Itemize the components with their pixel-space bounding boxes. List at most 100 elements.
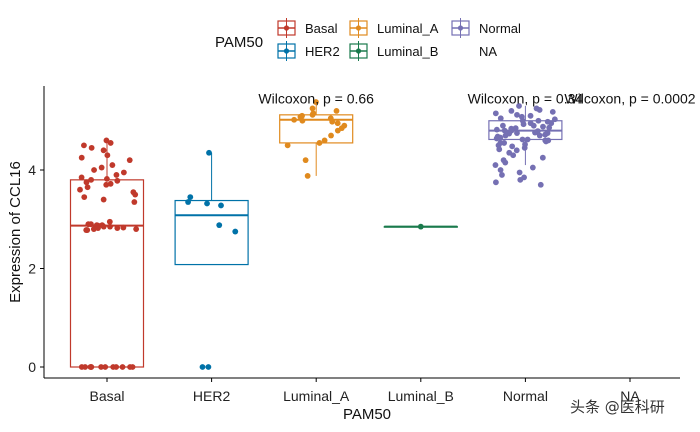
legend-key-point [283, 25, 290, 31]
annotation-wilcoxon: Wilcoxon, p = 0.0002 [564, 91, 695, 107]
data-point [536, 107, 543, 113]
data-point [510, 152, 517, 159]
annotation-wilcoxon: Wilcoxon, p = 0.34 [468, 91, 584, 107]
data-point [88, 221, 94, 228]
data-point [216, 222, 223, 229]
data-point [98, 164, 105, 171]
data-point [546, 124, 553, 131]
data-point [82, 364, 89, 370]
data-point [497, 140, 504, 146]
legend-label: Luminal_B [377, 44, 438, 59]
x-tick-label: Basal [89, 388, 124, 404]
data-point [539, 154, 546, 161]
data-point [83, 227, 90, 233]
annotation-wilcoxon: Wilcoxon, p = 0.66 [258, 91, 374, 107]
data-point [103, 181, 110, 188]
data-point [493, 126, 500, 133]
data-point [113, 172, 120, 178]
y-axis-title: Expression of CCL16 [7, 161, 24, 303]
data-point [204, 200, 210, 207]
data-point [107, 223, 113, 230]
data-point [501, 127, 508, 134]
data-point [514, 111, 520, 118]
y-tick-label: 0 [28, 359, 36, 375]
data-point [499, 172, 505, 178]
data-point [81, 194, 88, 200]
data-point [114, 177, 121, 184]
data-point [284, 142, 291, 149]
data-point [187, 194, 194, 200]
data-point [206, 149, 212, 156]
legend-key-point [355, 48, 362, 54]
data-point [417, 223, 424, 230]
data-point [232, 228, 239, 235]
data-point [103, 137, 110, 144]
data-point [334, 120, 341, 127]
data-point [113, 364, 120, 370]
legend-title: PAM50 [215, 34, 263, 51]
x-tick-label: Normal [503, 388, 548, 404]
data-point [493, 179, 499, 186]
data-point [302, 157, 309, 164]
points-normal [492, 103, 558, 188]
data-point [91, 167, 97, 173]
data-point [100, 196, 107, 203]
x-axis-title: PAM50 [343, 406, 391, 423]
data-point [532, 129, 538, 136]
data-point [100, 147, 107, 154]
data-point [107, 140, 114, 146]
data-point [114, 225, 121, 232]
legend-entry-her2: HER2 [277, 41, 340, 61]
data-point [516, 103, 522, 109]
data-point [548, 120, 555, 127]
data-point [512, 125, 519, 132]
box-body [279, 114, 354, 144]
data-point [309, 105, 316, 112]
legend-entry-na: NA [479, 44, 497, 59]
x-tick-label: Luminal_A [283, 388, 350, 404]
data-point [519, 136, 526, 143]
legend-entry-luminal-b: Luminal_B [349, 41, 438, 61]
data-point [131, 199, 138, 205]
data-point [132, 191, 139, 198]
data-point [84, 184, 91, 191]
legend-entry-normal: Normal [451, 18, 521, 38]
data-point [500, 122, 506, 129]
watermark: 头条 @医科研 [570, 398, 665, 416]
axes: 0 2 4 Basal HER2 Luminal_A Luminal_B Normal NA PA… [7, 86, 680, 423]
data-point [520, 121, 527, 128]
legend: PAM50 Basal HER2 Luminal_A Luminal_B Normal NA [215, 18, 521, 61]
data-point [109, 162, 116, 168]
x-tick-label: HER2 [193, 388, 231, 404]
data-point [100, 223, 107, 230]
x-tick-label: Luminal_B [388, 388, 454, 404]
data-point [304, 173, 311, 179]
data-point [205, 364, 212, 370]
data-point [299, 117, 306, 124]
data-point [529, 164, 536, 171]
data-point [333, 108, 340, 114]
data-point [545, 137, 552, 144]
data-point [329, 118, 336, 125]
data-point [77, 186, 83, 193]
legend-entry-basal: Basal [277, 18, 338, 38]
data-point [126, 157, 133, 164]
legend-key-point [355, 25, 362, 31]
data-point [513, 147, 520, 154]
data-point [81, 142, 87, 149]
y-tick-label: 4 [28, 162, 36, 178]
legend-label: NA [479, 44, 497, 59]
data-point [536, 132, 543, 139]
data-point [535, 117, 542, 124]
data-point [120, 169, 127, 176]
data-point [98, 364, 105, 370]
data-point [87, 364, 94, 370]
plot-area: Wilcoxon, p = 0.66 Wilcoxon, p = 0.34Wilc… [69, 91, 696, 370]
data-point [549, 108, 556, 115]
data-point [524, 136, 531, 143]
data-point [509, 143, 516, 150]
data-point [496, 146, 503, 153]
data-point [540, 123, 546, 130]
data-point [497, 167, 504, 173]
